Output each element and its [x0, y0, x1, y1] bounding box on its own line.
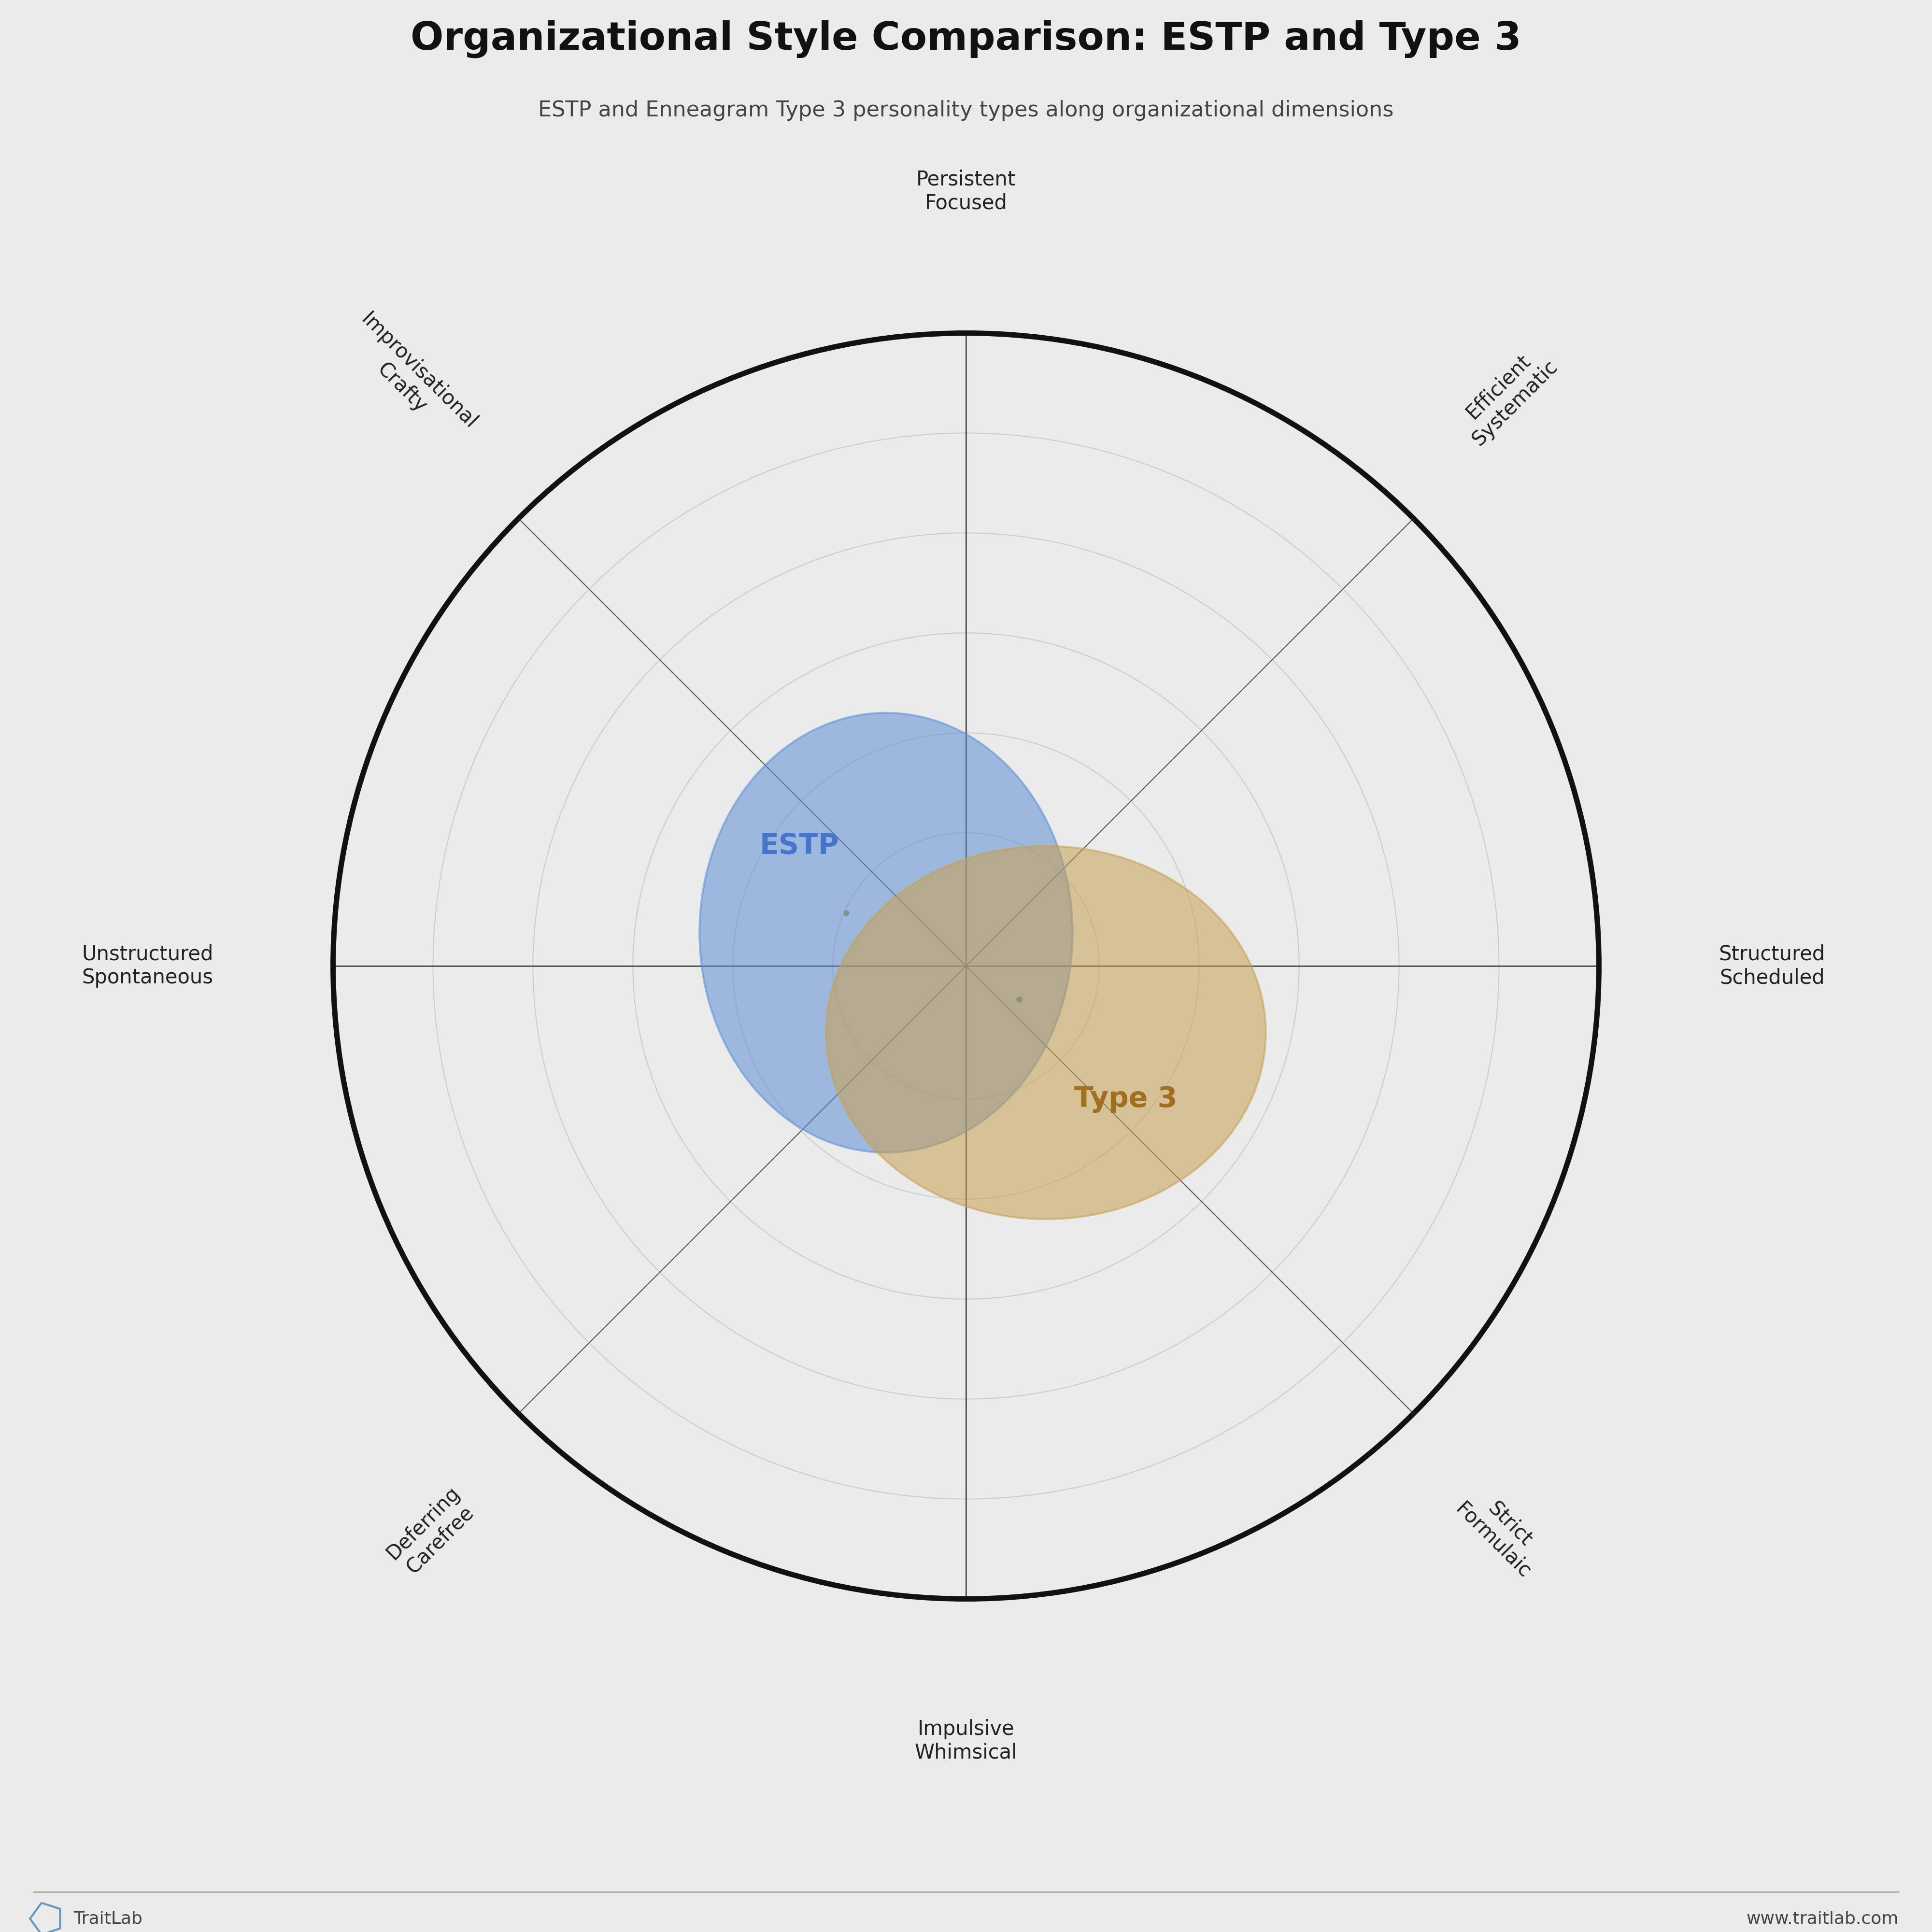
Point [1005, 983, 1036, 1014]
Text: Efficient
Systematic: Efficient Systematic [1451, 340, 1561, 450]
Text: Deferring
Carefree: Deferring Carefree [383, 1482, 481, 1580]
Text: Unstructured
Spontaneous: Unstructured Spontaneous [81, 945, 213, 987]
Text: Impulsive
Whimsical: Impulsive Whimsical [914, 1719, 1018, 1762]
Text: Strict
Formulaic: Strict Formulaic [1451, 1482, 1551, 1582]
Text: ESTP: ESTP [759, 833, 838, 860]
Ellipse shape [699, 713, 1072, 1153]
Text: Persistent
Focused: Persistent Focused [916, 170, 1016, 213]
Text: www.traitlab.com: www.traitlab.com [1747, 1911, 1899, 1926]
Text: Structured
Scheduled: Structured Scheduled [1719, 945, 1826, 987]
Text: Improvisational
Crafty: Improvisational Crafty [340, 309, 481, 450]
Text: ESTP and Enneagram Type 3 personality types along organizational dimensions: ESTP and Enneagram Type 3 personality ty… [539, 100, 1393, 120]
Text: Type 3: Type 3 [1074, 1086, 1177, 1113]
Point [831, 896, 862, 927]
Ellipse shape [827, 846, 1265, 1219]
Text: Organizational Style Comparison: ESTP and Type 3: Organizational Style Comparison: ESTP an… [412, 19, 1520, 58]
Text: TraitLab: TraitLab [73, 1911, 143, 1926]
